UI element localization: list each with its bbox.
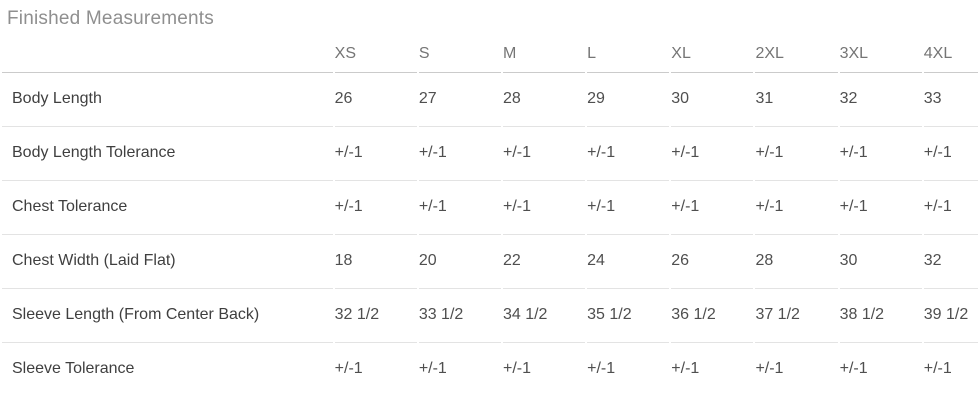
value-cell: 34 1/2 xyxy=(502,289,586,343)
row-label-cell: Sleeve Tolerance xyxy=(12,360,135,377)
value-cell: +/-1 xyxy=(587,360,616,377)
value-cell: +/-1 xyxy=(755,360,784,377)
value-cell: 37 1/2 xyxy=(755,289,838,343)
value-cell: +/-1 xyxy=(334,127,417,181)
value-cell: +/-1 xyxy=(923,127,978,181)
table-row: Chest Width (Laid Flat) 18 20 22 24 26 28 30 32 xyxy=(2,235,978,289)
table-header: XS S M L XL 2XL 3XL 4XL xyxy=(2,41,978,73)
value-cell: +/-1 xyxy=(839,181,922,235)
size-header-row: XS S M L XL 2XL 3XL 4XL xyxy=(2,41,978,73)
value-cell: 38 1/2 xyxy=(839,289,922,343)
value-cell: 18 xyxy=(334,235,417,289)
size-header-cell: L xyxy=(587,41,670,73)
value-cell: 24 xyxy=(587,235,670,289)
value-cell: +/-1 xyxy=(502,127,586,181)
value-cell: 20 xyxy=(418,235,501,289)
value-cell: +/-1 xyxy=(334,360,363,377)
value-cell: 33 1/2 xyxy=(418,289,501,343)
value-cell: 29 xyxy=(587,73,670,127)
empty-header-cell xyxy=(2,41,333,73)
value-cell: 30 xyxy=(839,235,922,289)
value-cell: 39 1/2 xyxy=(923,289,978,343)
table-row: Body Length Tolerance +/-1 +/-1 +/-1 +/-1 +/-… xyxy=(2,127,978,181)
value-cell: +/-1 xyxy=(839,360,868,377)
size-header-cell: 3XL xyxy=(839,41,922,73)
value-cell: +/-1 xyxy=(418,127,501,181)
row-label-cell: Chest Tolerance xyxy=(2,181,333,235)
size-header-cell: 4XL xyxy=(923,41,978,73)
value-cell: 28 xyxy=(755,235,838,289)
row-label-cell: Chest Width (Laid Flat) xyxy=(2,235,333,289)
value-cell: 36 1/2 xyxy=(671,289,754,343)
value-cell: +/-1 xyxy=(671,181,754,235)
value-cell: 22 xyxy=(502,235,586,289)
value-cell: +/-1 xyxy=(587,127,670,181)
value-cell: +/-1 xyxy=(587,181,670,235)
row-label-cell: Sleeve Length (From Center Back) xyxy=(2,289,333,343)
value-cell: +/-1 xyxy=(334,181,417,235)
table-row: Sleeve Tolerance +/-1 +/-1 +/-1 +/-1 +/-1 +/-1… xyxy=(2,343,978,396)
value-cell: 26 xyxy=(671,235,754,289)
value-cell: 31 xyxy=(755,73,838,127)
value-cell: +/-1 xyxy=(923,360,952,377)
value-cell: +/-1 xyxy=(839,127,922,181)
table-body: Body Length 26 27 28 29 30 31 32 33 Body Length T… xyxy=(2,73,978,396)
value-cell: 32 1/2 xyxy=(334,289,417,343)
value-cell: +/-1 xyxy=(502,360,531,377)
size-header-cell: M xyxy=(502,41,586,73)
value-cell: +/-1 xyxy=(502,181,586,235)
section-title: Finished Measurements xyxy=(7,8,214,29)
value-cell: 26 xyxy=(334,73,417,127)
value-cell: +/-1 xyxy=(671,127,754,181)
value-cell: +/-1 xyxy=(755,181,838,235)
row-label-cell: Body Length Tolerance xyxy=(2,127,333,181)
size-header-cell: XS xyxy=(334,41,417,73)
value-cell: +/-1 xyxy=(923,181,978,235)
row-label-cell: Body Length xyxy=(2,73,333,127)
value-cell: 27 xyxy=(418,73,501,127)
value-cell: +/-1 xyxy=(755,127,838,181)
table-row: Chest Tolerance +/-1 +/-1 +/-1 +/-1 +/-1 +/-1 +… xyxy=(2,181,978,235)
size-header-cell: S xyxy=(418,41,501,73)
value-cell: +/-1 xyxy=(418,181,501,235)
value-cell: 33 xyxy=(923,73,978,127)
table-row: Sleeve Length (From Center Back) 32 1/2 33… xyxy=(2,289,978,343)
value-cell: 32 xyxy=(923,235,978,289)
value-cell: 28 xyxy=(502,73,586,127)
value-cell: +/-1 xyxy=(418,360,447,377)
value-cell: +/-1 xyxy=(671,360,700,377)
value-cell: 35 1/2 xyxy=(587,289,670,343)
measurements-table: XS S M L XL 2XL 3XL 4XL Body Length 26 27 28 29 30 31… xyxy=(0,41,978,396)
value-cell: 30 xyxy=(671,73,754,127)
size-header-cell: 2XL xyxy=(755,41,838,73)
table-row: Body Length 26 27 28 29 30 31 32 33 xyxy=(2,73,978,127)
size-header-cell: XL xyxy=(671,41,754,73)
value-cell: 32 xyxy=(839,73,922,127)
